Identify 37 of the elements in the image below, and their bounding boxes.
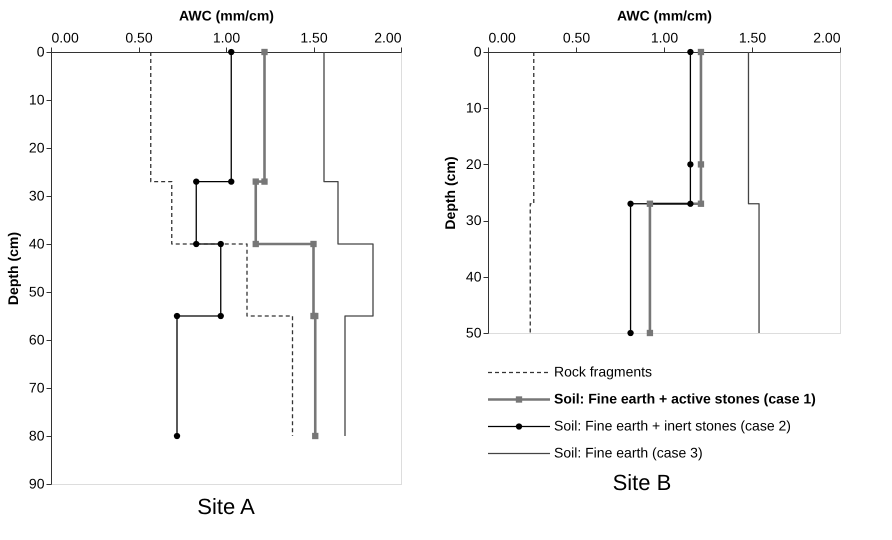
- x-tick-label: 2.00: [813, 30, 841, 46]
- y-tick-label: 10: [28, 92, 45, 108]
- y-axis-title: Depth (cm): [442, 156, 458, 230]
- y-tick-label: 60: [28, 332, 45, 348]
- y-tick-label: 30: [28, 188, 45, 204]
- x-tick-label: 0.00: [52, 30, 79, 46]
- y-tick-label: 40: [28, 236, 45, 252]
- x-tick-label: 0.00: [488, 30, 516, 46]
- y-tick-label: 10: [466, 100, 482, 116]
- y-tick-label: 0: [474, 44, 482, 60]
- y-tick-label: 30: [466, 212, 482, 228]
- x-tick-label: 0.50: [562, 30, 590, 46]
- y-tick-label: 50: [28, 284, 45, 300]
- y-tick-label: 40: [466, 268, 482, 284]
- x-tick-label: 2.00: [374, 30, 402, 46]
- line-series: [323, 51, 374, 437]
- y-axis-title: Depth (cm): [4, 232, 21, 306]
- legend-label: Soil: Fine earth + active stones (case 1): [554, 390, 816, 406]
- legend-label: Soil: Fine earth (case 3): [554, 444, 703, 460]
- x-tick-label: 0.50: [125, 30, 153, 46]
- y-tick-label: 20: [466, 156, 482, 172]
- x-tick-label: 1.50: [300, 30, 328, 46]
- legend-label: Soil: Fine earth + inert stones (case 2): [554, 418, 791, 434]
- text: Site B: [612, 470, 672, 495]
- y-tick-label: 50: [466, 324, 482, 340]
- x-tick-label: 1.00: [212, 30, 240, 46]
- x-tick-label: 1.50: [738, 30, 766, 46]
- legend-label: Rock fragments: [554, 364, 652, 380]
- y-tick-label: 20: [28, 140, 45, 156]
- text: Site A: [197, 494, 256, 519]
- y-tick-label: 90: [28, 476, 45, 492]
- x-axis-title: AWC (mm/cm): [179, 8, 274, 24]
- y-tick-label: 0: [36, 44, 45, 60]
- y-tick-label: 80: [28, 428, 45, 444]
- x-axis-title: AWC (mm/cm): [617, 8, 712, 24]
- y-tick-label: 70: [28, 380, 45, 396]
- x-tick-label: 1.00: [650, 30, 678, 46]
